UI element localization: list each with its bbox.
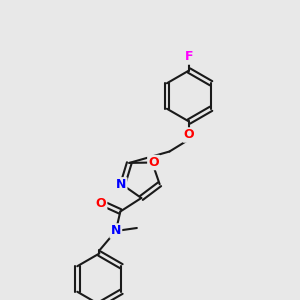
Text: O: O	[184, 128, 194, 142]
Text: F: F	[185, 50, 193, 64]
Text: O: O	[148, 156, 159, 169]
Text: O: O	[95, 197, 106, 211]
Text: N: N	[116, 178, 126, 191]
Text: N: N	[111, 224, 121, 238]
